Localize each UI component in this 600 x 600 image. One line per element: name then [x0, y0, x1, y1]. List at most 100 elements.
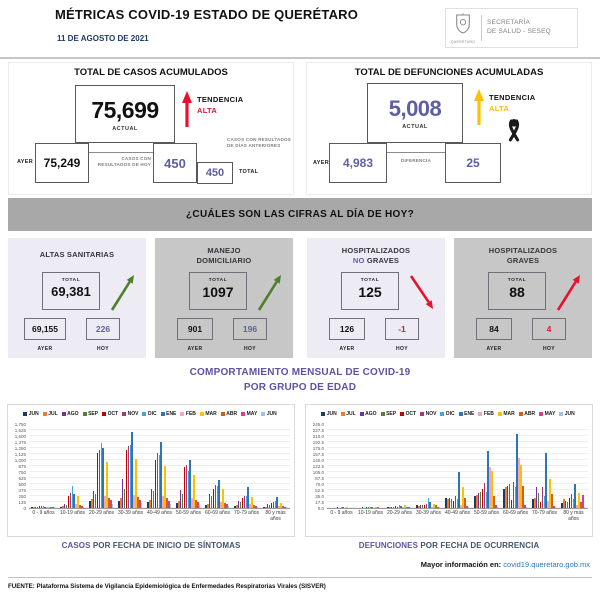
more-info: Mayor información en: covid19.queretaro.… [421, 560, 590, 569]
more-info-link[interactable]: covid19.queretaro.gob.mx [503, 560, 590, 569]
legend-swatch [23, 411, 28, 416]
bar [578, 492, 580, 508]
legend-swatch [559, 411, 564, 416]
legend-item: OCT [102, 411, 118, 417]
deaths-by-age-chart: JUN JUL AGO SEP OCT NOV DIC ENE FEB MAR ABR MAY JUN … [305, 404, 593, 537]
ayer-box: 126 [329, 318, 365, 340]
x-axis-label: 70-79 años [233, 510, 260, 516]
bar [96, 452, 99, 508]
card-title: HOSPITALIZADOS GRAVES [454, 246, 592, 266]
bar [416, 505, 418, 508]
legend-item: SEP [82, 411, 98, 417]
total-value: 88 [509, 284, 525, 300]
seseq-logo: QUERÉTARO SECRETARÍA DE SALUD - SESEQ [445, 8, 578, 48]
legend-item: MAY [241, 411, 257, 417]
bar [456, 499, 459, 508]
bar [137, 496, 139, 508]
total-box: TOTAL 125 [341, 272, 399, 310]
legend-item: JUN [23, 411, 39, 417]
ayer-box: 84 [476, 318, 512, 340]
hoy-value: -1 [398, 324, 406, 334]
legend-item: NOV [420, 411, 436, 417]
bar-cluster [472, 425, 501, 508]
legend-item: JUL [42, 411, 58, 417]
bar [31, 507, 33, 508]
legend-swatch [359, 411, 364, 416]
caption-accent: CASOS [61, 541, 91, 550]
total-value: 69,381 [51, 284, 91, 299]
bar [178, 501, 180, 508]
bar [483, 483, 486, 508]
bar [106, 462, 108, 508]
caption-rest: POR FECHA DE INICIO DE SÍNTOMAS [90, 541, 241, 550]
bar [65, 504, 68, 508]
legend-item: JUN [261, 411, 277, 417]
bar [198, 505, 201, 508]
hoy-box: 226 [86, 318, 120, 340]
bar [398, 505, 401, 508]
bar [237, 500, 240, 508]
bar [164, 465, 166, 508]
bar [524, 505, 526, 508]
bar [98, 450, 101, 508]
bar [245, 496, 248, 508]
bar [166, 498, 168, 508]
total-value: 1097 [202, 284, 234, 300]
legend-item: MAY [539, 411, 555, 417]
bar [89, 501, 91, 508]
total-label: TOTAL [360, 278, 380, 283]
bar [514, 487, 517, 508]
bar [251, 497, 253, 508]
y-tick-label: 250 [18, 493, 26, 499]
trend-up-diagonal-arrow-icon [257, 275, 281, 311]
bar [118, 500, 120, 508]
bar [505, 487, 507, 508]
bar [156, 452, 159, 508]
section-title: COMPORTAMIENTO MENSUAL DE COVID-19 POR G… [0, 366, 600, 395]
page-title: MÉTRICAS COVID-19 ESTADO DE QUERÉTARO [55, 7, 359, 22]
bar [67, 495, 70, 508]
bar [40, 506, 43, 508]
bar [152, 491, 155, 508]
bar [224, 502, 226, 508]
logo-line2: DE SALUD - SESEQ [487, 28, 551, 35]
trend-up-diagonal-arrow-icon [556, 275, 580, 311]
legend-item: JUN [559, 411, 575, 417]
bar [133, 494, 135, 508]
bar [394, 505, 397, 508]
bar [205, 504, 207, 508]
bar [214, 484, 217, 508]
bar [216, 486, 219, 508]
total-value: 125 [358, 284, 382, 300]
x-axis-label: 60-69 años [502, 510, 529, 516]
bar [346, 507, 348, 508]
ayer-value: 126 [339, 324, 355, 334]
legend-swatch [261, 411, 266, 416]
bar [563, 499, 565, 508]
bar [125, 450, 128, 508]
cases-total-box: 450 [197, 162, 233, 184]
bar [91, 499, 93, 508]
bar [448, 497, 451, 508]
bar [212, 488, 215, 508]
y-tick-label: 1,000 [14, 457, 26, 463]
bar [120, 498, 122, 508]
bar [535, 487, 538, 508]
y-tick-label: 157.5 [312, 451, 324, 457]
bar [541, 487, 544, 508]
legend-swatch [420, 411, 425, 416]
bar [387, 507, 389, 508]
bar [123, 488, 126, 508]
bar [241, 497, 244, 508]
bar [547, 501, 549, 508]
y-tick-label: 1,250 [14, 445, 26, 451]
cases-actual-box: 75,699 ACTUAL [75, 85, 175, 143]
deaths-ayer-label: AYER [313, 160, 329, 166]
bar-cluster [414, 425, 443, 508]
x-axis-label: 0 - 9 años [32, 510, 55, 516]
ayer-value: 901 [187, 324, 203, 334]
x-axis-label: 70-79 años [531, 510, 558, 516]
ayer-value: 84 [489, 324, 499, 334]
bar [154, 460, 157, 508]
trend-up-diagonal-arrow-icon [110, 275, 134, 311]
